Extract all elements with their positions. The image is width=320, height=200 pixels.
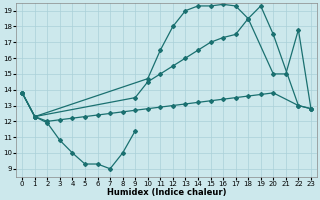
X-axis label: Humidex (Indice chaleur): Humidex (Indice chaleur) [107, 188, 226, 197]
